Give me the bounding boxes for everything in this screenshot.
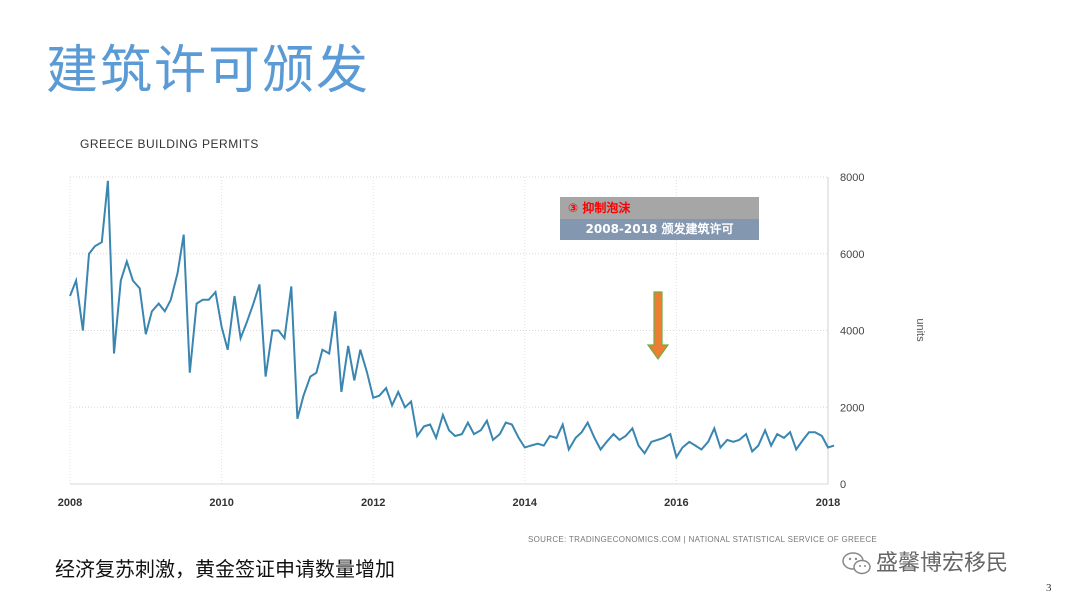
watermark-text: 盛馨博宏移民 [876,551,1009,576]
y-tick-label: 0 [840,479,846,491]
y-axis-label: units [914,318,926,342]
x-tick-label: 2018 [816,497,840,509]
y-tick-labels: 8000 6000 4000 2000 0 [840,172,864,491]
y-tick-label: 6000 [840,249,864,261]
arrow-shape [646,291,670,361]
x-tick-label: 2016 [664,497,688,509]
y-tick-label: 8000 [840,172,864,184]
down-arrow-icon [646,291,670,361]
x-tick-label: 2012 [361,497,385,509]
wechat-icon [842,552,871,575]
annotation-title: ③ 抑制泡沫 [560,197,759,219]
series-line [69,180,835,460]
x-tick-label: 2008 [58,497,82,509]
chart-title: GREECE BUILDING PERMITS [80,137,259,151]
page-title: 建筑许可颁发 [46,41,371,101]
x-tick-label: 2014 [513,497,538,509]
annotation-box: ③ 抑制泡沫 2008-2018 颁发建筑许可 [560,197,759,240]
chart-source: SOURCE: TRADINGECONOMICS.COM | NATIONAL … [528,535,878,544]
annotation-subtitle: 2008-2018 颁发建筑许可 [560,219,759,240]
y-tick-label: 2000 [840,402,864,414]
slide-caption: 经济复苏刺激，黄金签证申请数量增加 [55,557,395,581]
x-tick-labels: 2008 2010 2012 2014 2016 2018 [58,497,840,509]
y-tick-label: 4000 [840,326,864,338]
x-tick-label: 2010 [209,497,233,509]
page-number: 3 [1046,582,1052,594]
watermark: 盛馨博宏移民 [842,545,1008,577]
